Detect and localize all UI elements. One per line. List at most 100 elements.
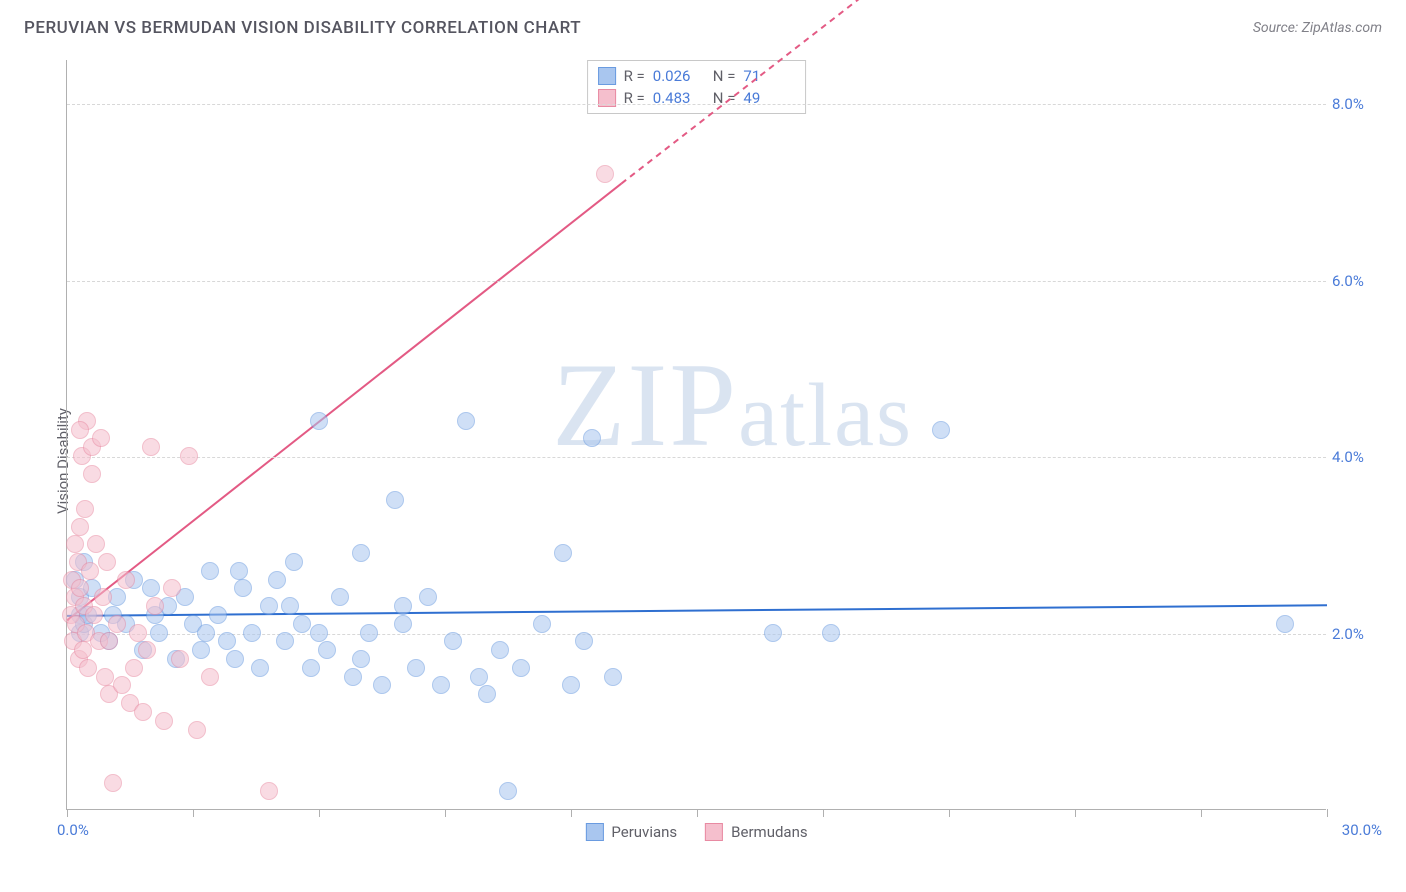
point-bermudan [260,782,278,800]
r-label: R = [624,67,645,85]
point-peruvian [394,597,412,615]
legend-swatch-bermudans-icon [705,823,723,841]
x-tick [571,809,572,817]
point-bermudan [98,553,116,571]
point-peruvian [470,668,488,686]
legend-item-peruvians: Peruvians [585,823,677,841]
point-peruvian [512,659,530,677]
point-peruvian [293,615,311,633]
point-bermudan [134,703,152,721]
point-peruvian [1276,615,1294,633]
point-peruvian [251,659,269,677]
point-peruvian [218,632,236,650]
n-value-peruvians: 71 [743,67,795,85]
point-bermudan [125,659,143,677]
series-legend: Peruvians Bermudans [585,823,807,841]
point-bermudan [87,535,105,553]
point-bermudan [142,438,160,456]
point-bermudan [146,597,164,615]
x-tick [949,809,950,817]
point-peruvian [285,553,303,571]
point-peruvian [554,544,572,562]
x-tick [445,809,446,817]
x-tick [823,809,824,817]
point-bermudan [85,606,103,624]
source-name: ZipAtlas.com [1302,20,1382,36]
chart-container: Vision Disability ZIPatlas R = 0.026 N =… [20,50,1386,872]
point-bermudan [71,518,89,536]
point-peruvian [373,676,391,694]
point-peruvian [562,676,580,694]
gridline [67,457,1326,458]
point-bermudan [171,650,189,668]
watermark: ZIPatlas [552,336,913,474]
point-peruvian [394,615,412,633]
point-peruvian [268,571,286,589]
y-tick-label: 4.0% [1332,448,1382,466]
point-bermudan [201,668,219,686]
point-peruvian [150,624,168,642]
point-peruvian [352,544,370,562]
point-bermudan [71,421,89,439]
gridline [67,104,1326,105]
x-tick [697,809,698,817]
point-peruvian [243,624,261,642]
point-peruvian [226,650,244,668]
point-bermudan [138,641,156,659]
point-peruvian [478,685,496,703]
point-peruvian [360,624,378,642]
legend-swatch-peruvians-icon [585,823,603,841]
point-peruvian [302,659,320,677]
x-tick [67,809,68,817]
x-tick [193,809,194,817]
legend-label-bermudans: Bermudans [731,823,807,841]
point-bermudan [188,721,206,739]
point-peruvian [575,632,593,650]
point-peruvian [310,624,328,642]
point-bermudan [129,624,147,642]
point-peruvian [444,632,462,650]
point-peruvian [407,659,425,677]
point-bermudan [104,774,122,792]
point-bermudan [94,588,112,606]
x-axis-max-label: 30.0% [1342,821,1382,839]
point-peruvian [310,412,328,430]
point-peruvian [764,624,782,642]
point-bermudan [96,668,114,686]
plot-area: ZIPatlas R = 0.026 N = 71 R = 0.483 N = … [66,60,1326,810]
point-bermudan [76,500,94,518]
x-tick [319,809,320,817]
point-peruvian [260,597,278,615]
point-peruvian [499,782,517,800]
point-peruvian [352,650,370,668]
x-tick [1327,809,1328,817]
x-tick [1201,809,1202,817]
correlation-row-bermudans: R = 0.483 N = 49 [598,87,796,109]
point-peruvian [344,668,362,686]
point-peruvian [197,624,215,642]
point-bermudan [83,465,101,483]
point-peruvian [604,668,622,686]
point-peruvian [192,641,210,659]
point-peruvian [932,421,950,439]
swatch-peruvians-icon [598,67,616,85]
trend-lines-svg [67,60,1326,809]
point-bermudan [596,165,614,183]
point-bermudan [100,632,118,650]
point-bermudan [180,447,198,465]
point-bermudan [113,676,131,694]
point-bermudan [117,571,135,589]
y-tick-label: 8.0% [1332,95,1382,113]
n-label: N = [713,67,736,85]
correlation-row-peruvians: R = 0.026 N = 71 [598,65,796,87]
point-peruvian [201,562,219,580]
x-tick [1075,809,1076,817]
point-peruvian [419,588,437,606]
source-prefix: Source: [1253,20,1302,36]
point-peruvian [276,632,294,650]
legend-label-peruvians: Peruvians [611,823,677,841]
point-peruvian [234,579,252,597]
point-peruvian [386,491,404,509]
point-bermudan [79,659,97,677]
point-peruvian [230,562,248,580]
